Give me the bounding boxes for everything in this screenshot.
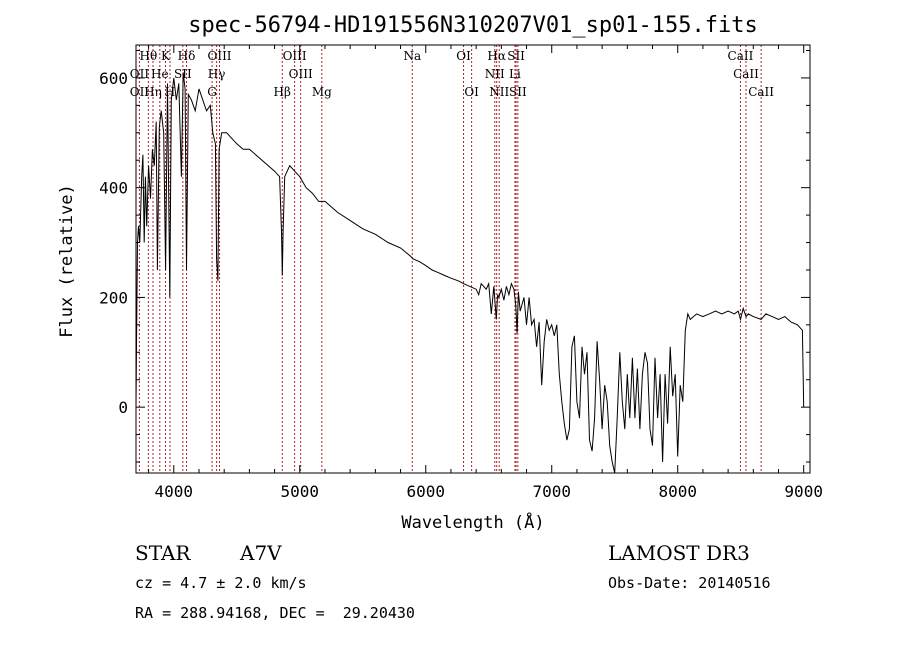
spectral-line-label: OI — [464, 85, 479, 99]
x-tick-label: 6000 — [406, 482, 445, 501]
y-tick-label: 200 — [99, 288, 128, 307]
spectral-line-label: SII — [509, 85, 527, 99]
plot-frame — [135, 44, 811, 474]
x-tick-label: 8000 — [658, 482, 697, 501]
spectral-line-label: Hη — [144, 85, 162, 99]
y-tick-label: 0 — [118, 398, 128, 417]
spectrum-line — [135, 72, 805, 474]
spectral-line-label: OII — [130, 67, 150, 81]
y-axis-ticks: 0 200 400 600 — [99, 49, 810, 463]
spectral-line-label: OII — [130, 85, 150, 99]
object-subclass: A7V — [240, 541, 282, 565]
x-axis-ticks: 4000 5000 6000 7000 8000 9000 — [148, 45, 823, 501]
spectral-line-label: Li — [509, 67, 521, 81]
x-tick-label: 5000 — [281, 482, 320, 501]
x-tick-label: 4000 — [155, 482, 194, 501]
spectral-line-label: He — [151, 67, 169, 81]
coordinates: RA = 288.94168, DEC = 29.20430 — [135, 604, 415, 622]
spectral-line-label: G — [207, 85, 217, 99]
survey-name: LAMOST DR3 — [608, 541, 750, 565]
spectral-line-label: Mg — [312, 85, 332, 99]
spectral-line-label: H — [165, 85, 175, 99]
x-tick-label: 9000 — [784, 482, 823, 501]
x-axis-label: Wavelength (Å) — [401, 511, 544, 533]
chart-title: spec-56794-HD191556N310207V01_sp01-155.f… — [188, 13, 758, 38]
spectral-line-label: OIII — [283, 49, 307, 63]
redshift-velocity: cz = 4.7 ± 2.0 km/s — [135, 574, 307, 592]
spectral-line-label: OIII — [289, 67, 313, 81]
spectral-line-label: OI — [456, 49, 471, 63]
spectral-line-label: OIII — [207, 49, 231, 63]
spectral-line-label: NII — [489, 85, 509, 99]
line-markers — [138, 45, 762, 473]
spectral-line-label: NII — [485, 67, 505, 81]
spectral-line-label: Hθ — [139, 49, 157, 63]
spectral-line-label: Hβ — [274, 85, 291, 99]
y-tick-label: 600 — [99, 69, 128, 88]
spectral-line-label: Hα — [487, 49, 506, 63]
spectral-line-label: Hδ — [178, 49, 196, 63]
spectral-line-label: CaII — [748, 85, 774, 99]
observation-date: Obs-Date: 20140516 — [608, 574, 771, 592]
spectral-line-label: K — [161, 49, 171, 63]
y-tick-label: 400 — [99, 179, 128, 198]
y-axis-label: Flux (relative) — [57, 184, 77, 338]
spectral-line-label: SII — [507, 49, 525, 63]
x-tick-label: 7000 — [532, 482, 571, 501]
spectral-line-label: Na — [403, 49, 421, 63]
spectral-line-label: CaII — [728, 49, 754, 63]
spectral-line-label: Hγ — [208, 67, 226, 81]
object-class: STAR — [135, 541, 191, 565]
spectral-line-label: CaII — [733, 67, 759, 81]
